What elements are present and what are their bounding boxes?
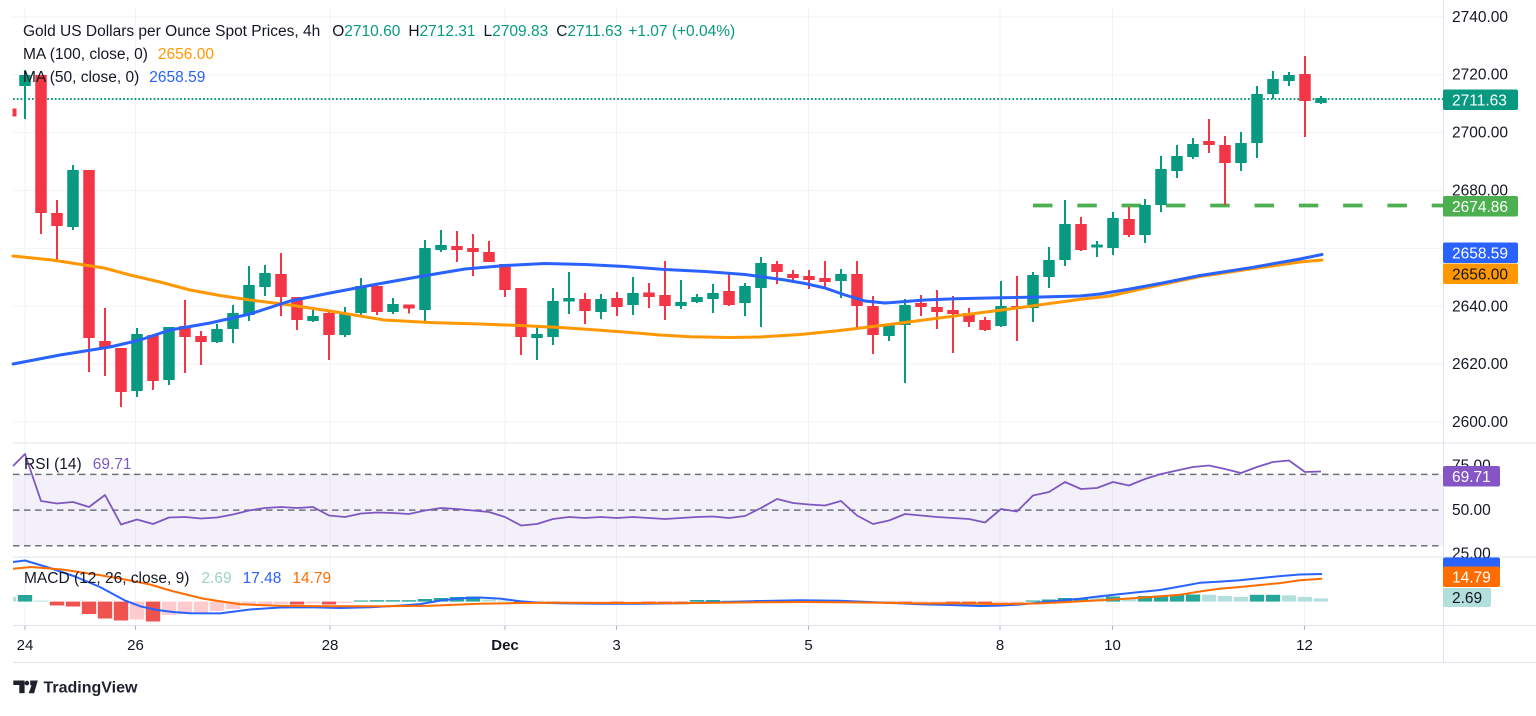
svg-text:12: 12 <box>1296 637 1313 654</box>
svg-text:2.69: 2.69 <box>1452 590 1482 607</box>
svg-text:2600.00: 2600.00 <box>1452 414 1508 431</box>
svg-text:8: 8 <box>996 637 1004 654</box>
svg-text:Gold US Dollars per Ounce Spot: Gold US Dollars per Ounce Spot Prices, 4… <box>23 23 735 40</box>
svg-text:RSI (14)69.71: RSI (14) 69.71 <box>24 456 132 473</box>
svg-text:2656.00: 2656.00 <box>1452 266 1508 283</box>
svg-text:MA (100, close, 0)2656.00: MA (100, close, 0) 2656.00 <box>23 46 214 63</box>
svg-text:24: 24 <box>17 637 34 654</box>
svg-text:50.00: 50.00 <box>1452 502 1491 519</box>
svg-text:26: 26 <box>127 637 144 654</box>
svg-text:5: 5 <box>804 637 812 654</box>
svg-text:2640.00: 2640.00 <box>1452 298 1508 315</box>
svg-text:2674.86: 2674.86 <box>1452 199 1508 216</box>
svg-text:14.79: 14.79 <box>1452 569 1491 586</box>
svg-text:2740.00: 2740.00 <box>1452 9 1508 26</box>
svg-text:3: 3 <box>612 637 620 654</box>
svg-text:2711.63: 2711.63 <box>1452 92 1507 109</box>
svg-text:TradingView: TradingView <box>44 680 139 697</box>
svg-text:10: 10 <box>1104 637 1121 654</box>
svg-text:2720.00: 2720.00 <box>1452 67 1508 84</box>
svg-text:2658.59: 2658.59 <box>1452 245 1508 262</box>
svg-text:2680.00: 2680.00 <box>1452 182 1508 199</box>
svg-text:2700.00: 2700.00 <box>1452 125 1508 142</box>
svg-text:Dec: Dec <box>491 637 519 654</box>
svg-text:69.71: 69.71 <box>1452 469 1491 486</box>
svg-text:28: 28 <box>322 637 339 654</box>
svg-text:2620.00: 2620.00 <box>1452 356 1508 373</box>
svg-text:MA (50, close, 0)2658.59: MA (50, close, 0) 2658.59 <box>23 69 205 86</box>
